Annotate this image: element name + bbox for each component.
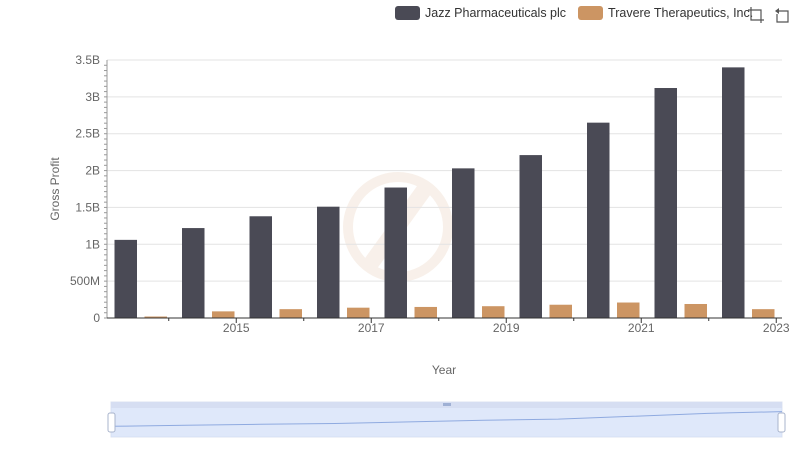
bar-travere[interactable] — [279, 309, 303, 318]
bar-travere[interactable] — [549, 304, 573, 318]
bar-jazz[interactable] — [452, 168, 475, 318]
y-tick-label: 3.5B — [75, 53, 100, 67]
legend-item-jazz[interactable]: Jazz Pharmaceuticals plc — [395, 6, 566, 20]
bar-travere[interactable] — [414, 306, 438, 318]
zoom-handle-left[interactable] — [107, 412, 116, 433]
zoom-grip[interactable] — [443, 403, 451, 406]
zoom-selection[interactable] — [111, 408, 782, 437]
zoom-preview-line — [110, 411, 783, 427]
bar-travere[interactable] — [144, 316, 168, 318]
x-tick-label: 2023 — [763, 321, 790, 335]
x-axis-title: Year — [432, 363, 456, 377]
x-tick-label: 2019 — [493, 321, 520, 335]
bar-jazz[interactable] — [722, 67, 745, 318]
y-tick-label: 2B — [85, 164, 100, 178]
x-tick-label: 2021 — [628, 321, 655, 335]
data-zoom-slider[interactable] — [107, 401, 786, 438]
bar-jazz[interactable] — [317, 206, 340, 318]
bar-jazz[interactable] — [519, 155, 543, 318]
legend-item-travere[interactable]: Travere Therapeutics, Inc. — [578, 6, 753, 20]
bar-jazz[interactable] — [384, 187, 408, 318]
x-tick-label: 2017 — [358, 321, 385, 335]
bar-jazz[interactable] — [182, 228, 205, 318]
legend-label-travere: Travere Therapeutics, Inc. — [608, 6, 754, 20]
bar-jazz[interactable] — [654, 88, 678, 318]
y-tick-label: 500M — [70, 274, 100, 288]
y-axis-title: Gross Profit — [48, 157, 62, 221]
legend-swatch-jazz — [395, 6, 420, 20]
restore-icon[interactable] — [773, 6, 791, 24]
bar-travere[interactable] — [684, 303, 708, 318]
legend-label-jazz: Jazz Pharmaceuticals plc — [425, 6, 567, 20]
y-tick-label: 0 — [93, 311, 100, 325]
zoom-handle-right[interactable] — [777, 412, 786, 433]
legend: Jazz Pharmaceuticals plc Travere Therape… — [395, 4, 765, 22]
legend-swatch-travere — [578, 6, 604, 20]
bar-jazz[interactable] — [249, 216, 273, 318]
y-tick-label: 3B — [85, 90, 100, 104]
bar-travere[interactable] — [212, 311, 235, 318]
y-tick-label: 1B — [85, 237, 100, 251]
bar-travere[interactable] — [752, 309, 775, 318]
bar-jazz[interactable] — [587, 122, 610, 319]
bar-travere[interactable] — [347, 307, 370, 318]
x-tick-label: 2015 — [223, 321, 250, 335]
crop-icon[interactable] — [747, 6, 765, 24]
bar-jazz[interactable] — [114, 239, 138, 318]
bar-travere[interactable] — [617, 302, 640, 318]
y-tick-label: 2.5B — [75, 127, 100, 141]
bar-travere[interactable] — [482, 306, 505, 318]
y-tick-label: 1.5B — [75, 200, 100, 214]
